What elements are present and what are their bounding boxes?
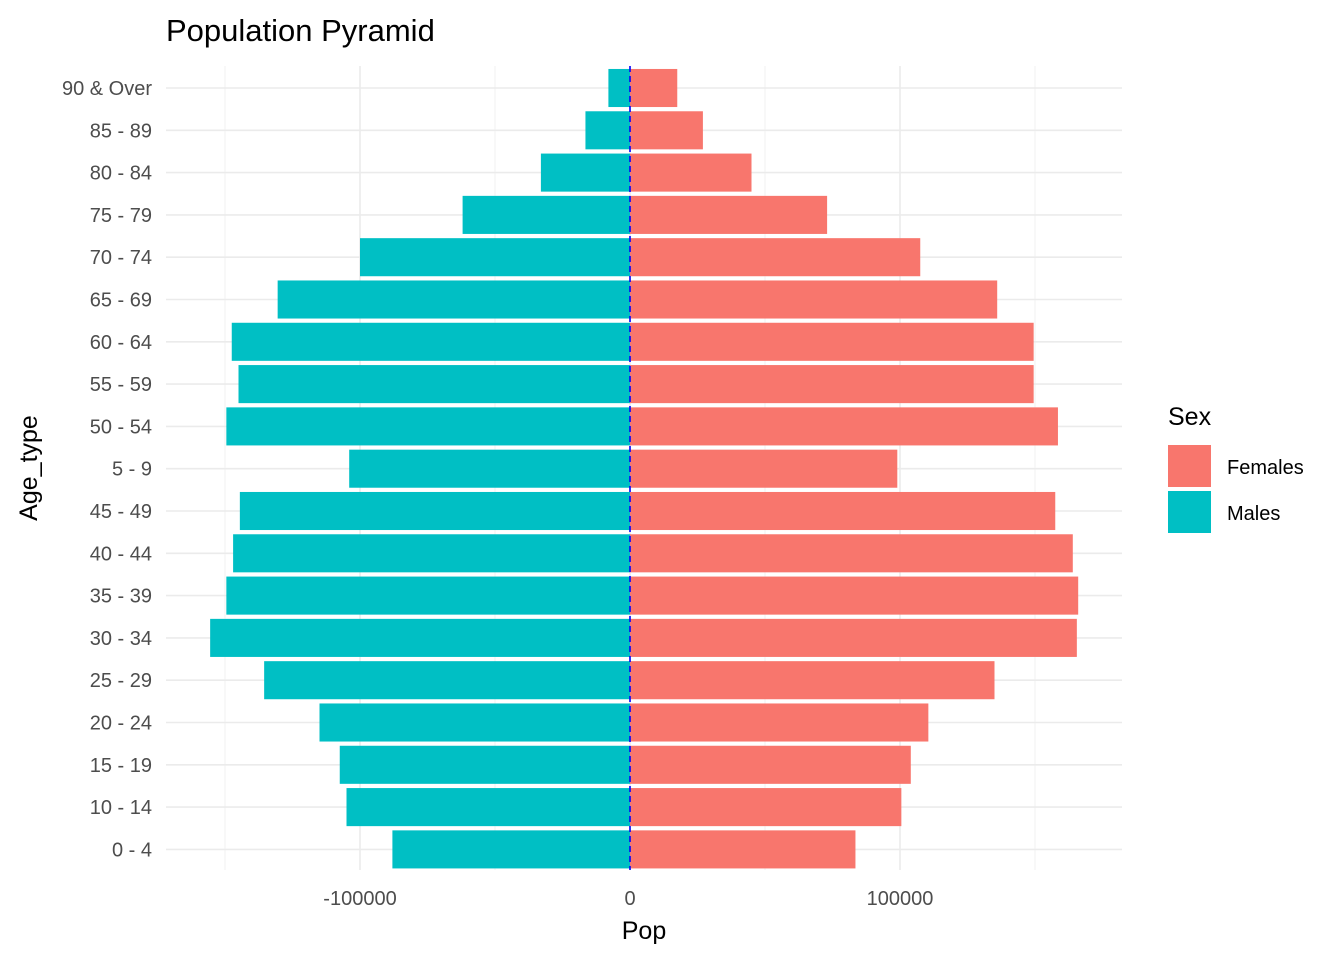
x-axis-ticks: -100000 0 100000 [323,888,933,910]
y-tick-label: 90 & Over [62,78,152,100]
bar-females-4 [630,661,995,700]
bar-males-15 [462,195,630,234]
bar-males-12 [231,322,630,361]
y-tick-label: 45 - 49 [90,501,152,523]
legend-label-males: Males [1227,503,1280,525]
y-tick-label: 40 - 44 [90,543,152,565]
y-tick-label: 25 - 29 [90,670,152,692]
y-tick-label: 70 - 74 [90,247,152,269]
legend-label-females: Females [1227,457,1304,479]
bar-females-3 [630,703,929,742]
bar-males-3 [319,703,630,742]
y-tick-label: 15 - 19 [90,755,152,777]
bar-females-13 [630,280,998,319]
y-tick-label: 65 - 69 [90,290,152,312]
y-tick-label: 80 - 84 [90,163,152,185]
y-axis-ticks: 0 - 4 10 - 14 15 - 19 20 - 24 25 - 29 30 - 34… [62,78,152,861]
y-tick-label: 10 - 14 [90,797,152,819]
bar-males-17 [585,111,630,150]
bar-males-1 [346,788,630,827]
bar-females-8 [630,491,1056,531]
bar-females-2 [630,745,911,784]
y-tick-label: 60 - 64 [90,332,152,354]
bar-males-5 [210,618,630,657]
bar-males-11 [238,365,630,404]
bar-males-6 [226,576,630,615]
y-tick-label: 50 - 54 [90,416,152,438]
bar-females-6 [630,576,1079,615]
x-tick-label: 0 [624,888,635,910]
bar-females-7 [630,534,1073,573]
bars [210,68,1079,869]
bar-females-12 [630,322,1034,361]
bar-females-5 [630,618,1077,657]
bar-females-9 [630,449,898,488]
bar-females-0 [630,830,856,869]
y-tick-label: 35 - 39 [90,586,152,608]
bar-females-1 [630,788,902,827]
y-tick-label: 20 - 24 [90,713,152,735]
bar-females-11 [630,365,1034,404]
bar-males-13 [277,280,630,319]
bar-males-2 [339,745,630,784]
x-axis-title: Pop [622,917,666,945]
bar-males-7 [233,534,630,573]
legend-key-females [1168,445,1211,487]
y-tick-label: 5 - 9 [112,459,152,481]
bar-males-4 [264,661,630,700]
bar-males-16 [540,153,630,192]
legend: Sex Females Males [1168,403,1304,533]
bar-females-15 [630,195,828,234]
y-tick-label: 0 - 4 [112,839,152,861]
x-tick-label: -100000 [323,888,396,910]
y-tick-label: 30 - 34 [90,628,152,650]
bar-females-10 [630,407,1058,446]
y-tick-label: 75 - 79 [90,205,152,227]
bar-females-18 [630,68,678,108]
bar-females-17 [630,111,703,150]
bar-males-10 [226,407,630,446]
legend-title: Sex [1168,403,1212,431]
chart-title: Population Pyramid [166,13,435,48]
bar-females-14 [630,238,921,277]
legend-key-males [1168,491,1211,533]
bar-males-0 [392,830,630,869]
y-tick-label: 85 - 89 [90,120,152,142]
bar-males-8 [239,491,630,531]
x-tick-label: 100000 [867,888,934,910]
y-axis-title: Age_type [15,415,43,521]
bar-males-14 [360,238,630,277]
y-tick-label: 55 - 59 [90,374,152,396]
bar-females-16 [630,153,752,192]
bar-males-18 [608,68,630,108]
bar-males-9 [349,449,630,488]
